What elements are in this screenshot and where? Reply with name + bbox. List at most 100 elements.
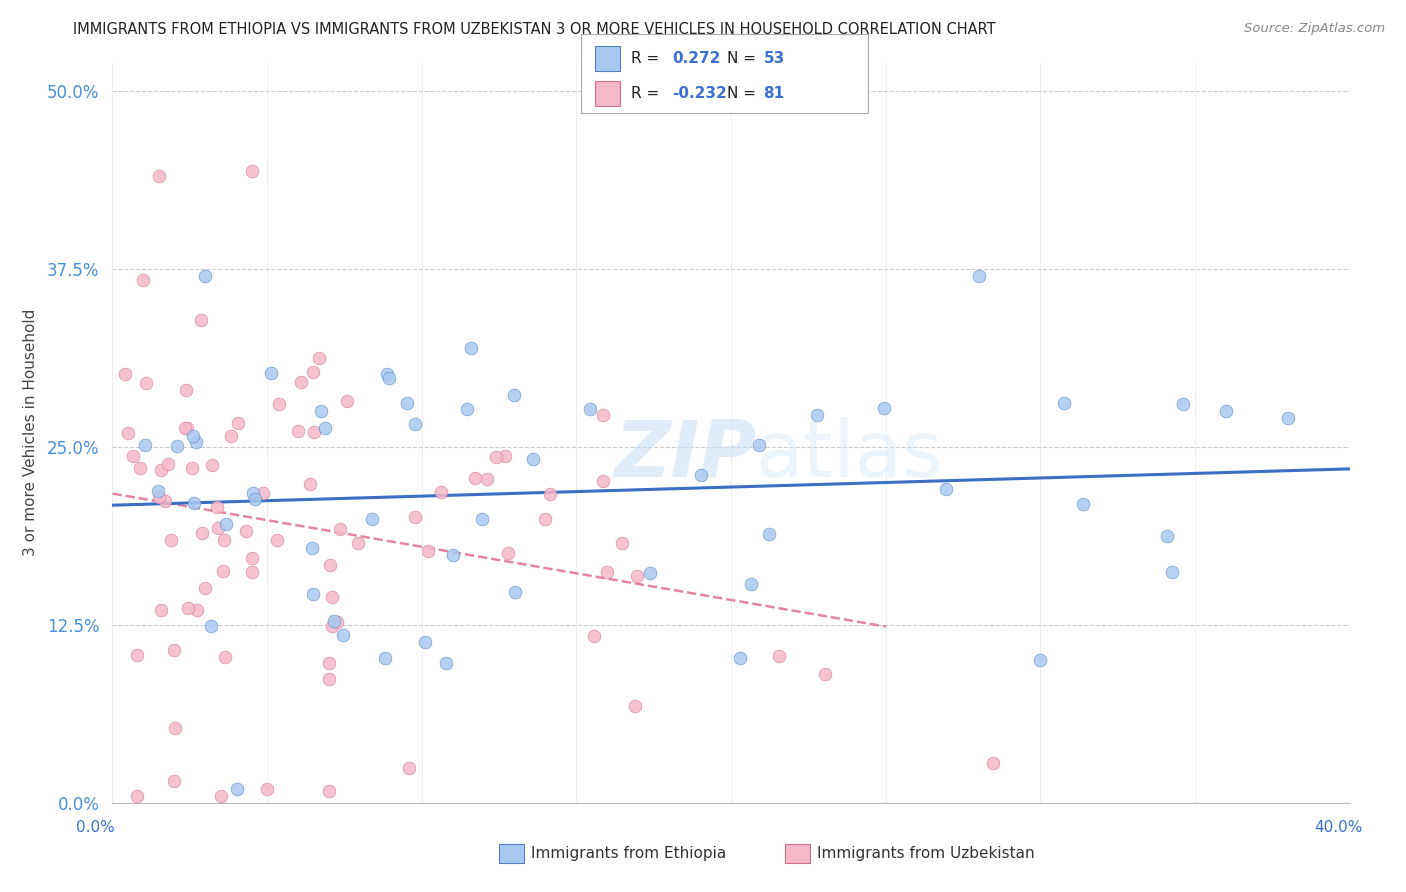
Point: [148, 169, 170, 184]
Text: atlas: atlas: [756, 417, 943, 493]
Point: [638, 566, 661, 580]
Point: [416, 544, 439, 558]
Point: [430, 484, 453, 499]
Point: [242, 486, 264, 500]
Point: [981, 756, 1004, 770]
Point: [240, 163, 263, 178]
Point: [346, 536, 368, 550]
Text: R =: R =: [631, 86, 659, 101]
Point: [318, 673, 340, 687]
Point: [336, 394, 359, 409]
Point: [441, 548, 464, 562]
Point: [496, 546, 519, 560]
Y-axis label: 3 or more Vehicles in Household: 3 or more Vehicles in Household: [24, 309, 38, 557]
Point: [211, 564, 233, 578]
Point: [456, 402, 478, 417]
Point: [128, 461, 150, 475]
Point: [174, 383, 197, 397]
Point: [155, 494, 177, 508]
Point: [207, 521, 229, 535]
Point: [243, 491, 266, 506]
Point: [132, 273, 155, 287]
Point: [174, 421, 197, 435]
Text: N =: N =: [727, 51, 756, 66]
Point: [134, 438, 156, 452]
Point: [201, 458, 224, 472]
Text: Source: ZipAtlas.com: Source: ZipAtlas.com: [1244, 22, 1385, 36]
Point: [176, 421, 198, 435]
Text: -0.232: -0.232: [672, 86, 727, 101]
Point: [184, 435, 207, 450]
Point: [592, 408, 614, 422]
Point: [740, 577, 762, 591]
Point: [533, 512, 555, 526]
Point: [404, 509, 426, 524]
Point: [321, 618, 343, 632]
Point: [190, 525, 212, 540]
Point: [404, 417, 426, 432]
Point: [434, 656, 457, 670]
Point: [1029, 653, 1052, 667]
Point: [689, 467, 711, 482]
Point: [538, 486, 561, 500]
Point: [522, 452, 544, 467]
Point: [494, 450, 516, 464]
Point: [219, 429, 242, 443]
Point: [209, 789, 232, 803]
Text: 0.0%: 0.0%: [76, 821, 115, 835]
Point: [125, 648, 148, 662]
Point: [298, 477, 321, 491]
Point: [626, 569, 648, 583]
Point: [135, 376, 157, 390]
Point: [290, 375, 312, 389]
Point: [214, 533, 236, 548]
Point: [302, 365, 325, 379]
Text: N =: N =: [727, 86, 756, 101]
Point: [215, 516, 238, 531]
Point: [114, 367, 136, 381]
Point: [1277, 411, 1299, 425]
Point: [321, 590, 343, 604]
Point: [235, 524, 257, 538]
Point: [1215, 404, 1237, 418]
Point: [194, 582, 217, 596]
Point: [177, 601, 200, 615]
Point: [287, 424, 309, 438]
Point: [592, 475, 614, 489]
Point: [163, 774, 186, 789]
Point: [1156, 529, 1178, 543]
Point: [148, 490, 170, 504]
Point: [502, 388, 524, 402]
Point: [413, 635, 436, 649]
Point: [194, 268, 217, 283]
Point: [610, 536, 633, 550]
Point: [146, 484, 169, 499]
Point: [475, 472, 498, 486]
Point: [460, 341, 482, 355]
Point: [464, 470, 486, 484]
Point: [183, 496, 205, 510]
Point: [166, 439, 188, 453]
Point: [485, 450, 508, 465]
Point: [318, 657, 340, 671]
Point: [624, 698, 647, 713]
Point: [471, 512, 494, 526]
Point: [378, 371, 401, 385]
Point: [814, 666, 837, 681]
Point: [190, 313, 212, 327]
Point: [873, 401, 896, 415]
Point: [163, 721, 186, 735]
Point: [301, 541, 323, 555]
Point: [579, 401, 602, 416]
Point: [302, 587, 325, 601]
Point: [309, 404, 332, 418]
Point: [228, 416, 250, 430]
Text: Immigrants from Ethiopia: Immigrants from Ethiopia: [531, 847, 727, 861]
Point: [186, 603, 208, 617]
Point: [326, 615, 349, 629]
Point: [374, 651, 396, 665]
Point: [748, 438, 770, 452]
Point: [332, 628, 354, 642]
Point: [396, 396, 419, 410]
Point: [398, 761, 420, 775]
